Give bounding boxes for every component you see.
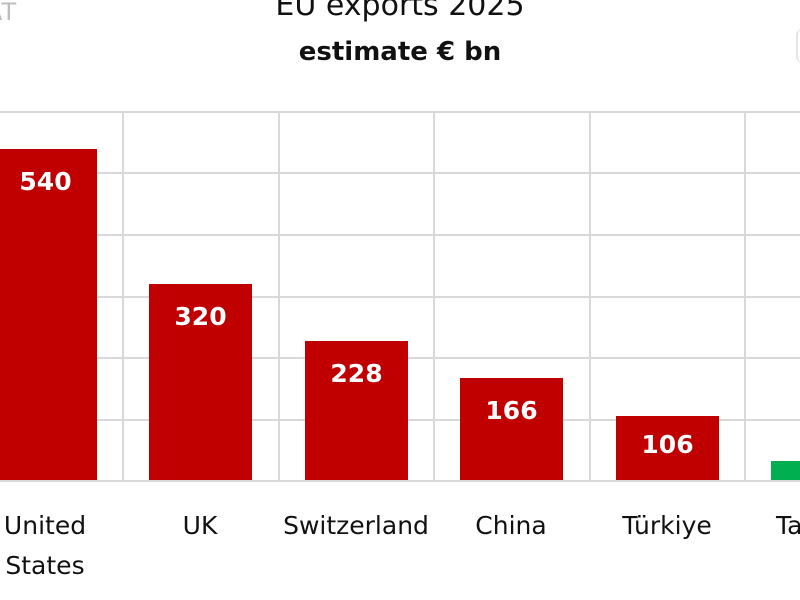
bar-value-label: 106	[641, 430, 694, 459]
bar-united-states: 540	[0, 149, 97, 481]
vgridline	[122, 111, 124, 481]
bar-value-label: 166	[485, 396, 538, 425]
gridline-600	[0, 111, 800, 113]
edge-decoration	[796, 28, 800, 64]
category-label-taiwan-partial: Ta	[776, 511, 800, 540]
vgridline	[278, 111, 280, 481]
gridline-400	[0, 234, 800, 236]
bar-china: 166	[460, 378, 563, 481]
bar-value-label: 320	[174, 302, 227, 331]
category-label-china: China	[475, 511, 547, 540]
bar-taiwan-partial	[771, 461, 800, 481]
gridline-300	[0, 296, 800, 298]
gridline-500	[0, 172, 800, 174]
chart-title: EU exports 2025	[275, 0, 525, 23]
bar-value-label: 540	[19, 167, 72, 196]
bar-value-label: 228	[330, 359, 383, 388]
category-label-united-states: United States	[3, 511, 87, 580]
bar-turkiye: 106	[616, 416, 719, 481]
vgridline	[744, 111, 746, 481]
category-label-uk: UK	[182, 511, 218, 540]
category-label-switzerland: Switzerland	[283, 511, 429, 540]
chart-subtitle: estimate € bn	[298, 37, 502, 67]
bar-switzerland: 228	[305, 341, 408, 481]
vgridline	[433, 111, 435, 481]
category-label-turkiye: Türkiye	[622, 511, 712, 540]
source-label: AT	[0, 0, 18, 26]
bar-uk: 320	[149, 284, 252, 481]
x-axis-baseline	[0, 480, 800, 482]
vgridline	[589, 111, 591, 481]
